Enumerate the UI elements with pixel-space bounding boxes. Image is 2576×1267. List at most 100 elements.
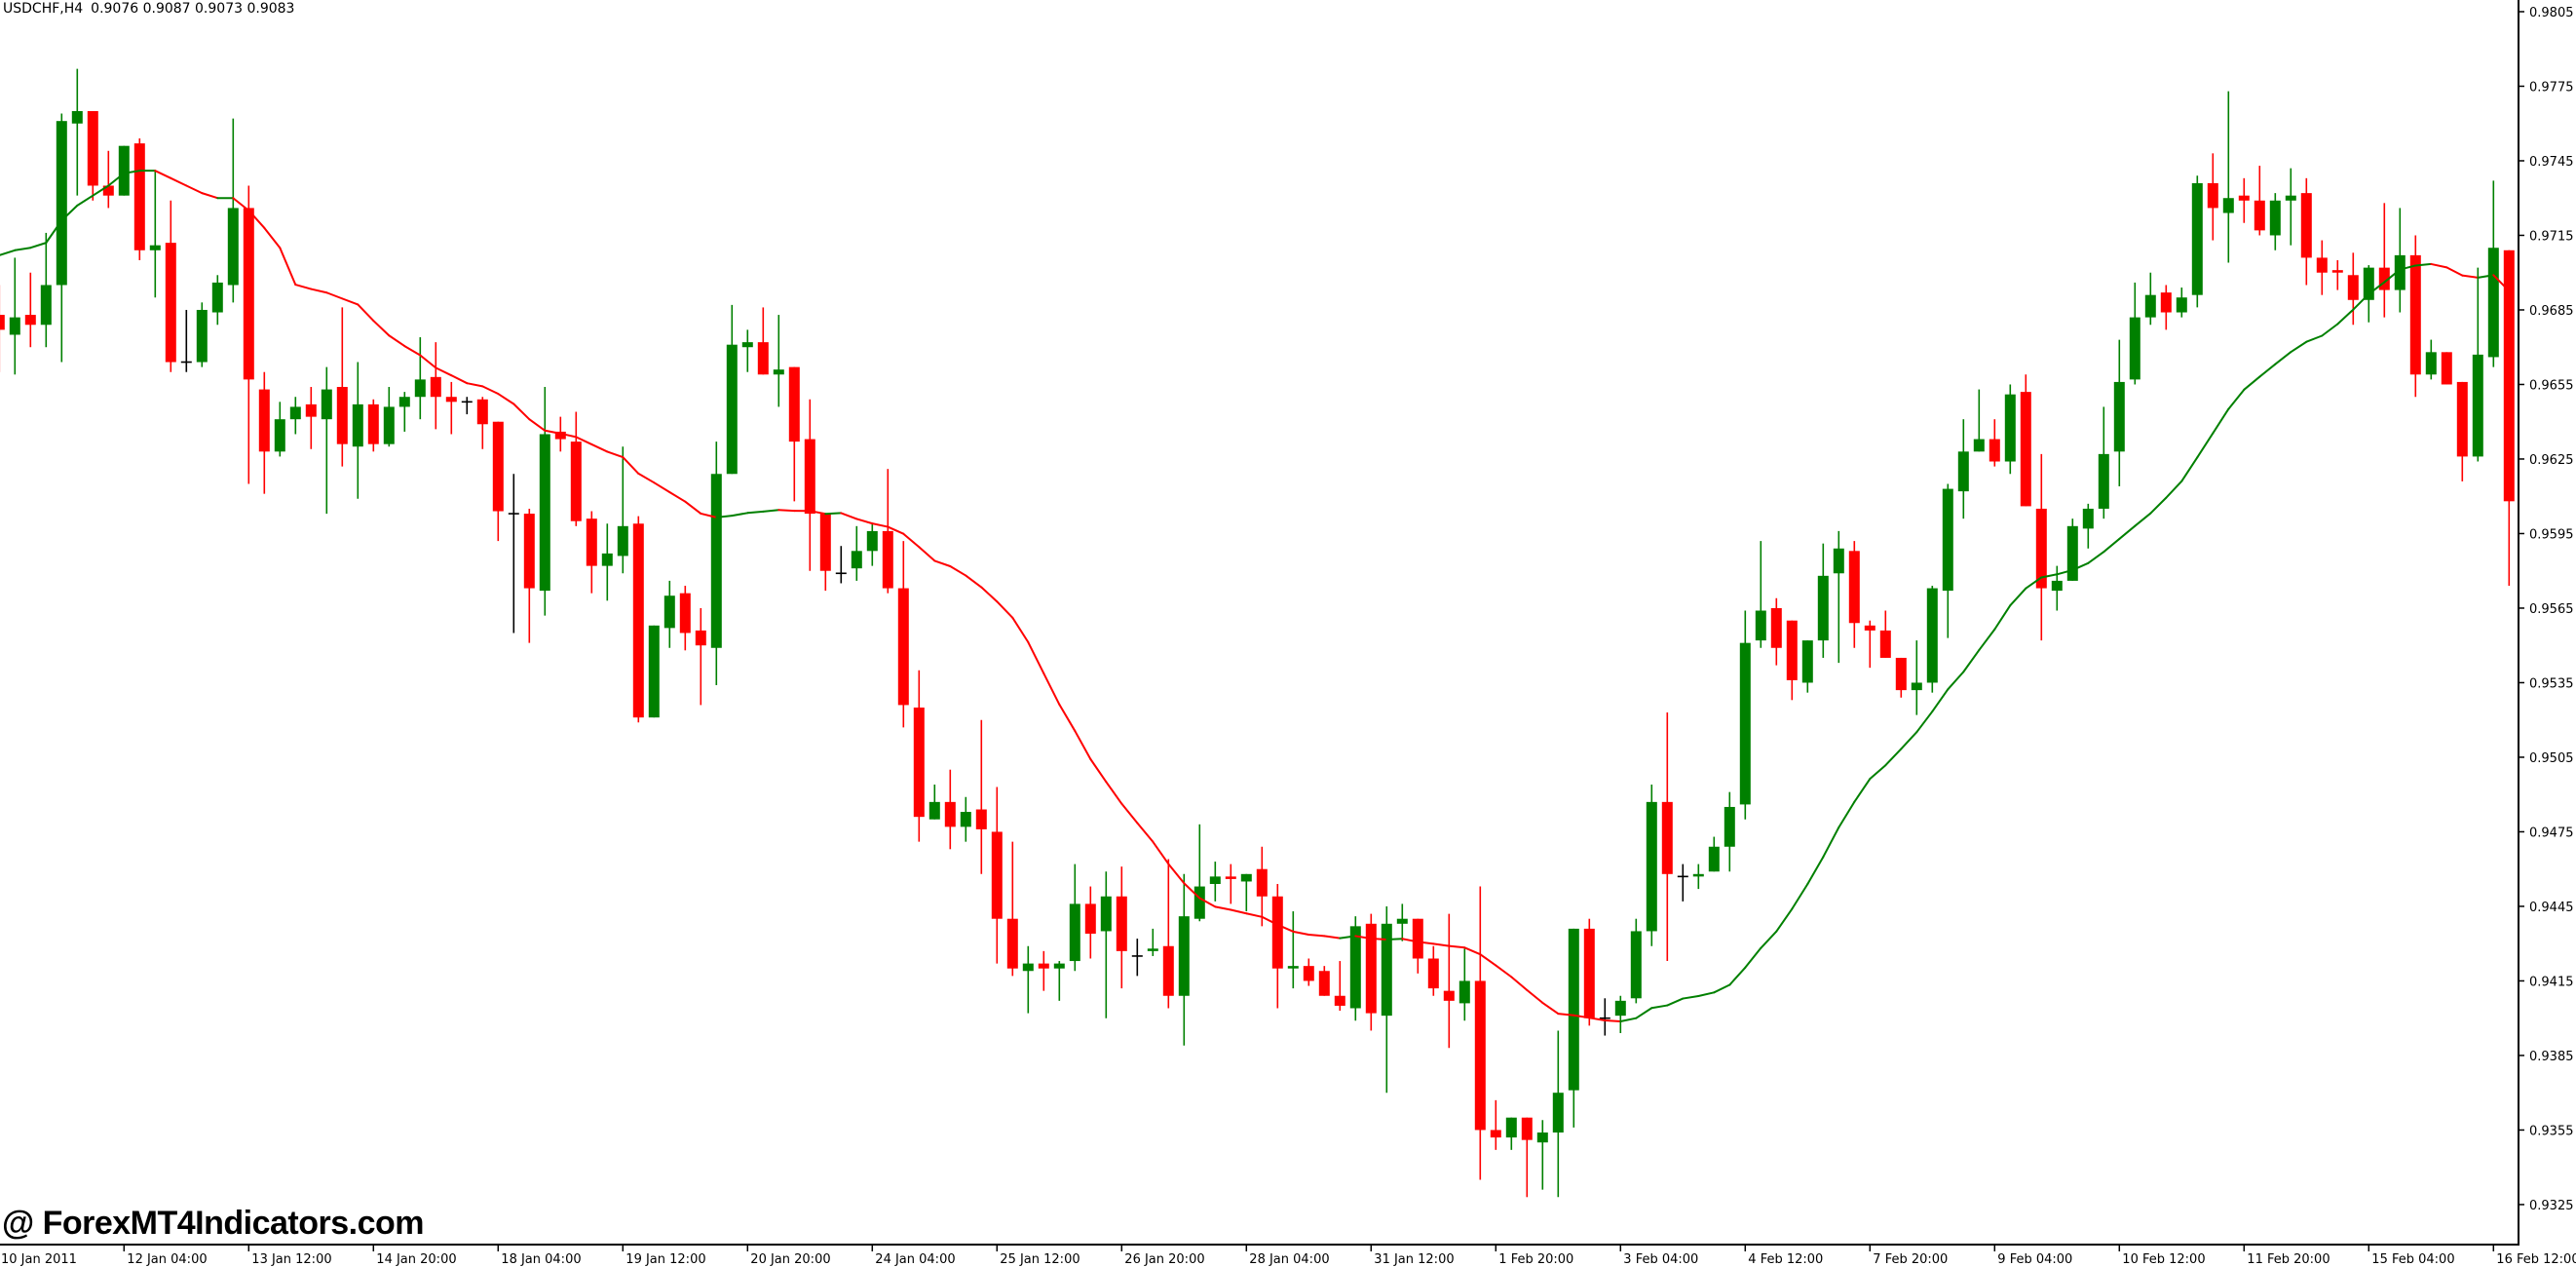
time-axis: 10 Jan 2011 12 Jan 04:00 13 Jan 12:00 14 Ja…	[1, 1245, 2576, 1267]
candle-body	[2285, 195, 2296, 201]
candle	[1505, 1117, 1517, 1150]
candle	[1240, 873, 1252, 912]
ma-segment	[247, 209, 266, 229]
ma-segment	[2087, 551, 2105, 564]
ma-segment	[450, 374, 469, 385]
candle	[1926, 586, 1938, 693]
candle-body	[1271, 896, 1283, 969]
candle	[695, 607, 706, 706]
ma-segment	[1417, 941, 1435, 945]
candle	[1817, 543, 1829, 658]
time-label: 12 Jan 04:00	[127, 1252, 207, 1267]
ma-segment	[2430, 262, 2448, 269]
candle	[1739, 610, 1751, 820]
candle	[289, 397, 301, 435]
candle	[1225, 864, 1236, 904]
candle	[352, 362, 363, 499]
candle	[414, 337, 426, 420]
ma-segment	[1448, 944, 1466, 949]
ma-segment	[310, 288, 328, 294]
candle	[928, 785, 940, 820]
candle	[835, 546, 847, 584]
candle-body	[2425, 352, 2437, 375]
ma-segment	[622, 456, 640, 475]
time-label: 28 Jan 04:00	[1249, 1252, 1329, 1267]
ma-segment	[2180, 456, 2199, 482]
ma-segment	[2383, 268, 2402, 284]
time-label: 3 Feb 04:00	[1623, 1252, 1698, 1267]
time-label: 10 Jan 2011	[1, 1252, 77, 1267]
candle-body	[1240, 873, 1252, 882]
ma-segment	[1463, 946, 1482, 956]
ma-segment	[1011, 616, 1030, 643]
candle-body	[2378, 267, 2390, 290]
candle-body	[788, 366, 800, 442]
candle	[258, 371, 270, 494]
time-label: 18 Jan 04:00	[501, 1252, 581, 1267]
price-label: 0.9475	[2529, 825, 2574, 840]
ma-segment	[2461, 274, 2480, 279]
candle-body	[1209, 876, 1221, 885]
candle	[2207, 153, 2218, 241]
price-label: 0.9805	[2529, 6, 2574, 20]
candle-body	[1162, 945, 1174, 996]
time-label: 10 Feb 12:00	[2122, 1252, 2205, 1267]
candle-body	[1989, 439, 2000, 462]
time-label: 20 Jan 20:00	[750, 1252, 830, 1267]
candle-body	[9, 317, 20, 335]
ma-segment	[2102, 537, 2121, 554]
candle	[476, 397, 488, 449]
ma-segment	[2477, 274, 2495, 279]
ma-segment	[1385, 938, 1404, 941]
candle	[9, 257, 20, 375]
candle	[2254, 166, 2265, 236]
ma-segment	[2305, 334, 2324, 343]
candle	[180, 309, 192, 372]
candle	[508, 474, 519, 634]
candle	[165, 200, 176, 372]
candle	[1568, 928, 1579, 1128]
ma-segment	[14, 247, 32, 251]
ma-segment	[403, 345, 422, 357]
candle	[1708, 836, 1720, 872]
candle	[1957, 419, 1969, 519]
candles-layer	[0, 68, 2515, 1198]
ma-segment	[1230, 908, 1248, 915]
candle-body	[897, 588, 909, 706]
ma-segment	[2492, 274, 2511, 292]
ma-segment	[325, 291, 344, 300]
time-label: 16 Feb 12:00	[2496, 1252, 2576, 1267]
candle-body	[367, 403, 379, 444]
ma-segment	[1323, 935, 1342, 940]
ma-segment	[1635, 1007, 1653, 1019]
candle-body	[0, 315, 5, 330]
candle-body	[258, 389, 270, 452]
ma-segment	[2336, 308, 2355, 326]
candle	[663, 580, 675, 648]
candle-body	[1490, 1130, 1501, 1138]
candle	[2160, 285, 2172, 330]
ma-segment	[1074, 729, 1092, 760]
candle-body	[1334, 995, 1345, 1006]
ma-segment	[1884, 748, 1903, 767]
candle-body	[1412, 918, 1423, 959]
candle	[991, 787, 1003, 964]
candle	[430, 342, 441, 430]
ma-segment	[1619, 1017, 1638, 1023]
candle	[601, 523, 613, 601]
candle	[726, 304, 738, 475]
ma-segment	[2134, 512, 2152, 527]
candle	[2098, 406, 2109, 519]
candle-body	[2472, 354, 2483, 457]
ma-segment	[1572, 1014, 1591, 1019]
candle	[1318, 966, 1330, 996]
ma-segment	[1666, 997, 1685, 1007]
price-label: 0.9715	[2529, 229, 2574, 244]
candle-body	[196, 309, 208, 363]
ma-segment	[2212, 407, 2230, 435]
candle	[913, 670, 925, 842]
ma-segment	[1152, 840, 1170, 865]
ma-segment	[341, 297, 360, 306]
ma-segment	[2445, 266, 2464, 277]
